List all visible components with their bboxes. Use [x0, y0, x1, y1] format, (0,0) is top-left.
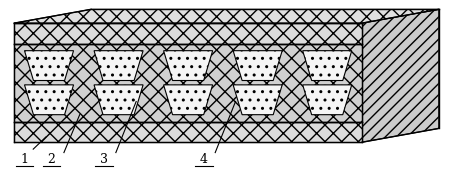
Polygon shape [164, 85, 212, 115]
Polygon shape [14, 44, 362, 121]
Polygon shape [94, 51, 143, 81]
Polygon shape [24, 85, 73, 115]
Polygon shape [303, 85, 352, 115]
Polygon shape [362, 9, 439, 142]
Polygon shape [14, 121, 362, 142]
Polygon shape [233, 51, 282, 81]
Polygon shape [14, 23, 362, 44]
Text: 4: 4 [200, 153, 208, 166]
Text: 1: 1 [20, 153, 28, 166]
Polygon shape [14, 23, 362, 142]
Text: 3: 3 [100, 153, 108, 166]
Polygon shape [14, 9, 439, 23]
Polygon shape [94, 85, 143, 115]
Polygon shape [24, 51, 73, 81]
Polygon shape [303, 51, 352, 81]
Polygon shape [233, 85, 282, 115]
Text: 2: 2 [47, 153, 55, 166]
Polygon shape [164, 51, 212, 81]
